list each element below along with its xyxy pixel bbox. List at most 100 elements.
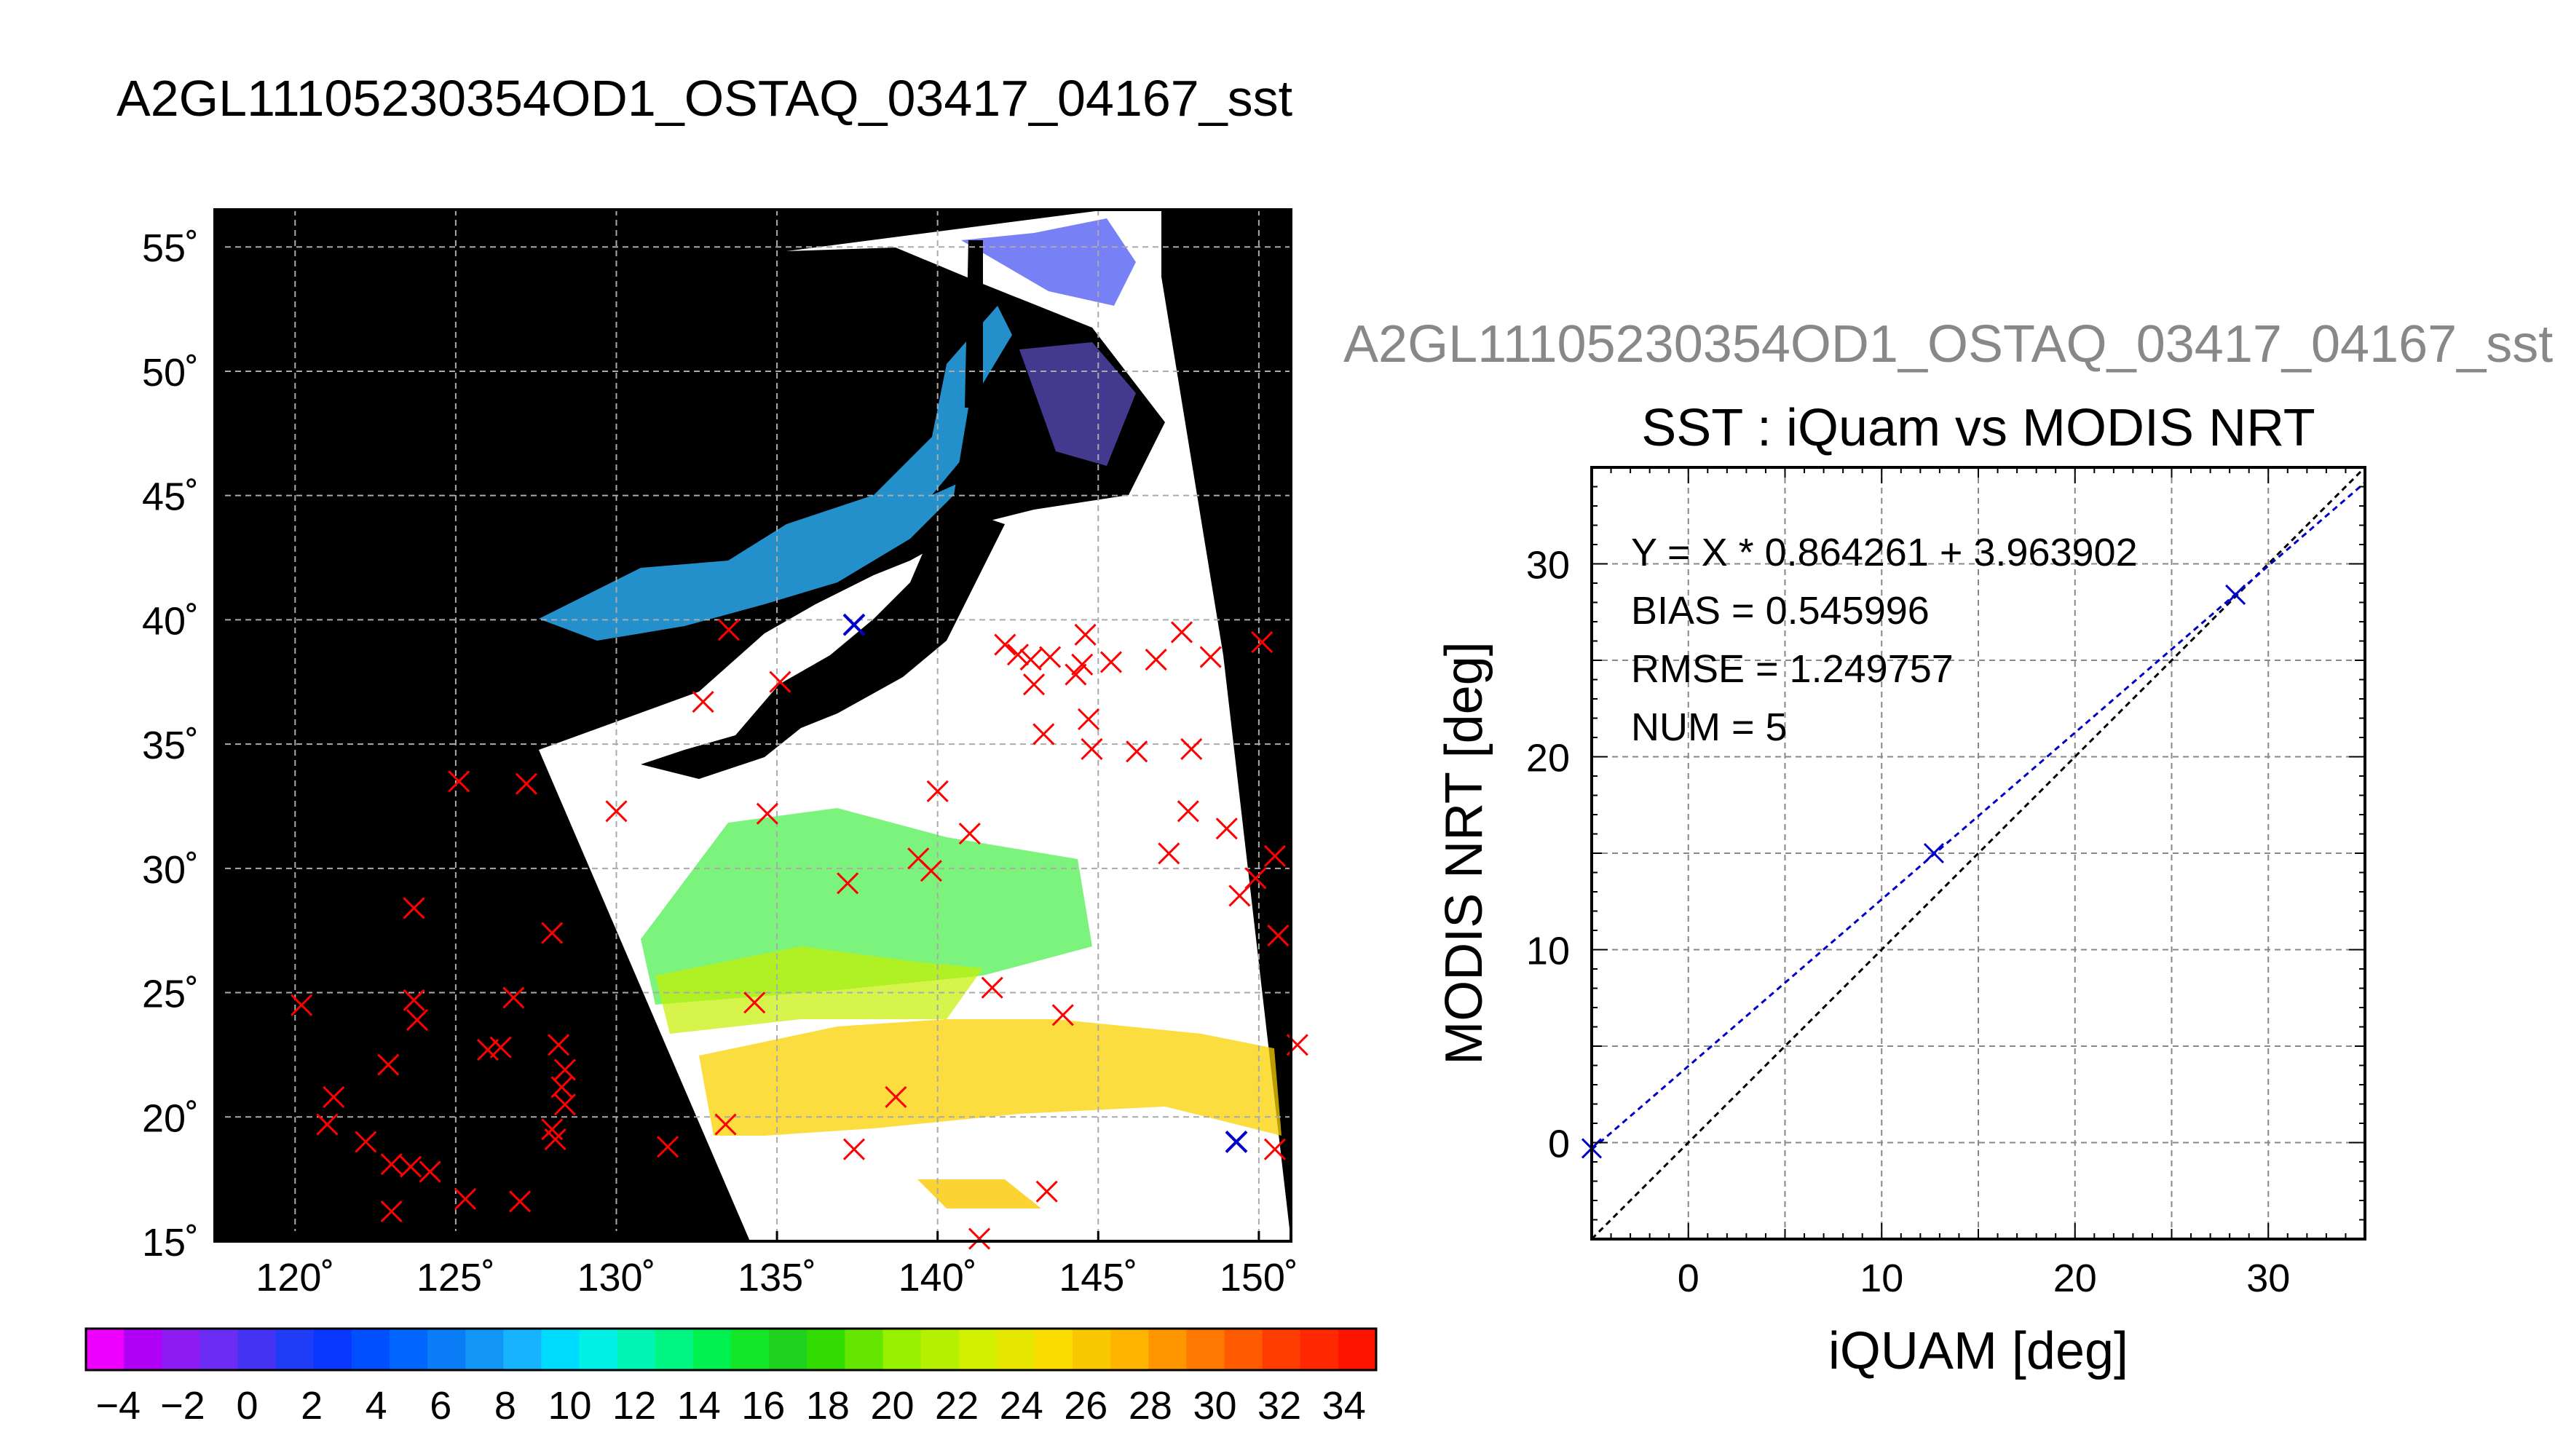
colorbar-cell <box>845 1329 884 1370</box>
map-point <box>1019 648 1042 671</box>
map-x-tick-label: 140˚ <box>899 1256 977 1299</box>
stats-bias: BIAS = 0.545996 <box>1631 589 1930 633</box>
colorbar-cell <box>503 1329 542 1370</box>
map-point <box>400 1155 422 1178</box>
stats-rmse: RMSE = 1.249757 <box>1631 647 1954 691</box>
colorbar-tick-label: 28 <box>1129 1384 1172 1428</box>
colorbar-cell <box>1073 1329 1111 1370</box>
scatter-y-tick-label: 0 <box>1548 1123 1570 1166</box>
map-x-tick-label: 125˚ <box>416 1256 495 1299</box>
map-x-tick-label: 145˚ <box>1059 1256 1137 1299</box>
land-hokkaido <box>932 408 1012 495</box>
map-point <box>502 986 525 1009</box>
map-point <box>355 1131 377 1153</box>
colorbar-tick-label: 32 <box>1257 1384 1301 1428</box>
map-point <box>515 772 538 795</box>
map-point <box>605 800 628 823</box>
map-point <box>1215 818 1238 840</box>
colorbar-cell <box>1034 1329 1073 1370</box>
map-point <box>291 994 313 1016</box>
map-point <box>509 1190 532 1213</box>
map-y-tick-label: 45˚ <box>142 475 199 519</box>
map-point <box>1251 631 1273 654</box>
map-point <box>837 872 859 895</box>
colorbar-cell <box>162 1329 200 1370</box>
colorbar-cell <box>1110 1329 1149 1370</box>
map-x-tick-label: 150˚ <box>1220 1256 1298 1299</box>
map-point <box>1071 653 1094 676</box>
colorbar-tick-label: 14 <box>677 1384 721 1428</box>
map-point <box>323 1085 345 1109</box>
map-points <box>291 613 1308 1250</box>
colorbar-tick-label: −4 <box>96 1384 141 1428</box>
colorbar-cell <box>427 1329 466 1370</box>
colorbar-cell <box>86 1329 125 1370</box>
colorbar-tick-label: 0 <box>236 1384 258 1428</box>
colorbar-ticks: −4 −2 0 2 4 6 8 10 12 14 16 18 20 22 24 26 28 30 32 34 <box>96 1384 1366 1428</box>
land-japan <box>641 510 1005 779</box>
map-x-ticks: 120˚ 125˚ 130˚ 135˚ 140˚ 145˚ 150˚ <box>256 1231 1298 1299</box>
map-y-tick-label: 15˚ <box>142 1221 199 1265</box>
colorbar-cell <box>920 1329 960 1370</box>
map-point <box>419 1160 441 1183</box>
map-point <box>1267 924 1290 947</box>
colorbar-tick-label: 8 <box>494 1384 516 1428</box>
colorbar-cell <box>958 1329 998 1370</box>
map-point <box>1074 623 1097 646</box>
colorbar-cell <box>1300 1329 1339 1370</box>
colorbar-cell <box>541 1329 580 1370</box>
scatter-panel: SST : iQuam vs MODIS NRT 0 10 20 30 0 10 20 30… <box>1435 399 2366 1380</box>
colorbar-cell <box>996 1329 1035 1370</box>
stats-annotation: Y = X * 0.864261 + 3.963902 BIAS = 0.545… <box>1631 531 2138 749</box>
map-point <box>1051 1004 1074 1026</box>
scatter-y-tick-label: 20 <box>1526 737 1570 780</box>
page-title: A2GL11105230354OD1_OSTAQ_03417_04167_sst <box>117 70 1293 127</box>
stats-equation: Y = X * 0.864261 + 3.963902 <box>1631 531 2138 574</box>
scatter-y-tick-label: 10 <box>1526 930 1570 973</box>
map-point <box>403 989 425 1011</box>
scatter-point <box>2225 584 2246 605</box>
colorbar-cell <box>655 1329 694 1370</box>
map-point <box>448 770 470 793</box>
map-point <box>380 1153 403 1176</box>
map-point <box>1032 723 1055 745</box>
map-y-tick-label: 40˚ <box>142 599 199 643</box>
map-point <box>476 1039 499 1061</box>
colorbar-tick-label: 4 <box>366 1384 387 1428</box>
map-point <box>692 691 714 713</box>
map-point <box>1035 1180 1058 1203</box>
colorbar-cell <box>124 1329 162 1370</box>
land-sakhalin <box>965 240 983 408</box>
color-patch-yellowgreen <box>655 946 983 1034</box>
color-patch-okhotsk <box>961 218 1136 306</box>
map-point <box>1180 737 1203 760</box>
colorbar-frame <box>84 1327 1378 1372</box>
colorbar-tick-label: 30 <box>1193 1384 1236 1428</box>
map-point <box>1022 673 1046 696</box>
map-point <box>1158 842 1180 865</box>
colorbar-tick-label: 24 <box>1000 1384 1043 1428</box>
map-point <box>981 976 1003 999</box>
colorbar-cells <box>86 1329 1377 1370</box>
scatter-grid <box>1592 467 2365 1239</box>
map-x-tick-label: 130˚ <box>577 1256 655 1299</box>
map-point <box>657 1136 679 1158</box>
map-point <box>544 1128 566 1151</box>
colorbar-tick-label: 26 <box>1064 1384 1107 1428</box>
map-point <box>553 1059 576 1081</box>
map-point <box>380 1200 403 1223</box>
scatter-x-ticks: 0 10 20 30 <box>1591 467 2366 1300</box>
colorbar-tick-label: 18 <box>806 1384 850 1428</box>
colorbar-tick-label: 34 <box>1322 1384 1366 1428</box>
colorbar-cell <box>237 1329 277 1370</box>
map-point <box>316 1113 339 1136</box>
colorbar-cell <box>465 1329 504 1370</box>
map-point <box>489 1036 512 1059</box>
map-point <box>714 1113 737 1136</box>
map-point <box>1006 644 1030 666</box>
map-y-tick-label: 30˚ <box>142 848 199 892</box>
map-point <box>717 618 740 641</box>
map-point <box>1244 867 1267 890</box>
scatter-x-tick-label: 0 <box>1678 1257 1699 1300</box>
map-point <box>1199 646 1222 668</box>
